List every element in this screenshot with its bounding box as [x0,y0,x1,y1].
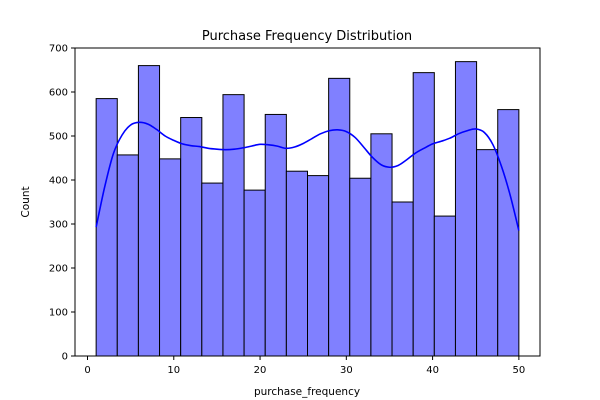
y-tick-label: 400 [49,176,68,187]
histogram-bar [95,98,118,357]
histogram-bar [243,189,266,357]
x-axis-title: purchase_frequency [254,386,360,398]
y-tick-label: 300 [49,220,68,231]
histogram-bar [264,113,287,357]
y-tick-label: 200 [49,264,68,275]
y-tick-label: 0 [62,352,68,363]
histogram-bar [349,177,372,357]
histogram-bar [116,154,139,357]
y-axis-ticks: 0 100 200 300 400 500 600 700 [49,44,75,363]
histogram-bar [222,94,245,357]
y-tick-label: 600 [49,88,68,99]
x-tick-label: 30 [340,365,353,376]
kde-curve [95,121,520,231]
histogram-bar [328,77,351,357]
y-tick-label: 500 [49,132,68,143]
x-tick-label: 50 [512,365,525,376]
histogram-bar [476,149,499,357]
histogram-bar [180,117,203,357]
histogram-bar [412,72,435,357]
histogram-bar [433,215,456,357]
histogram-bar [391,201,414,357]
histogram-bar [137,65,161,357]
histogram-bar [285,170,309,357]
histogram-bar [497,109,520,357]
x-tick-label: 10 [167,365,180,376]
histogram-bar [454,61,478,357]
y-tick-label: 700 [49,44,68,55]
y-axis-title: Count [20,186,32,217]
chart-title: Purchase Frequency Distribution [202,29,412,44]
histogram-bar [159,158,182,357]
y-tick-label: 100 [49,308,68,319]
x-tick-label: 20 [254,365,267,376]
histogram-bar [201,182,224,357]
x-tick-label: 40 [426,365,439,376]
bars-group [95,61,520,357]
plot-frame [74,47,541,357]
x-tick-label: 0 [84,365,90,376]
histogram-bar [307,175,330,357]
x-axis-ticks: 0 10 20 30 40 50 [84,356,525,376]
